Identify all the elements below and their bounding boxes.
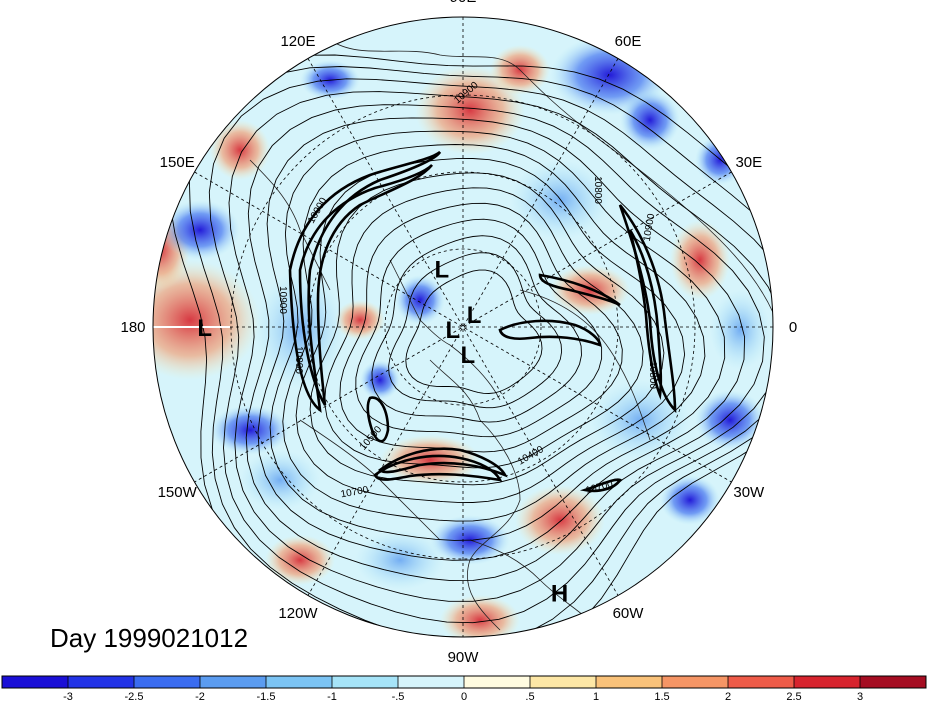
longitude-label: 180 [120, 319, 145, 336]
high-center-label: H [551, 580, 568, 607]
height-contour [188, 66, 773, 637]
height-contour [257, 117, 746, 561]
colorbar-tick-label: 1 [593, 691, 599, 702]
anomaly-blob [380, 435, 480, 485]
contour-label: 10900 [277, 286, 288, 314]
anomaly-blob [695, 390, 765, 450]
colorbar-swatch [134, 676, 201, 688]
longitude-label: 90W [448, 649, 480, 666]
anomaly-blob [335, 300, 385, 340]
anomaly-blob [255, 270, 345, 390]
height-contour [245, 104, 765, 582]
contour-label: 10800 [647, 361, 658, 389]
low-center-label: L [445, 317, 460, 344]
meridian-line [194, 171, 732, 483]
colorbar: -3 -2.5 -2 -1.5 -1 -.5 0 .5 1 1.5 2 2.5 3 [1, 675, 927, 702]
colorbar-tick-label: 2.5 [786, 691, 801, 702]
colorbar-tick-label: -1 [327, 691, 337, 702]
colorbar-swatch [68, 676, 135, 688]
height-contour [355, 218, 603, 438]
anomaly-blob [360, 360, 400, 400]
colorbar-tick-label: -.5 [392, 691, 405, 702]
colorbar-swatch [200, 676, 267, 688]
colorbar-swatch [398, 676, 465, 688]
contour-label: 10900 [642, 212, 658, 242]
height-contour [405, 269, 543, 394]
meridian-line [307, 58, 619, 596]
longitude-label: 60W [613, 605, 645, 622]
colorbar-swatch [332, 676, 399, 688]
anomaly-blob [440, 595, 520, 637]
colorbar-swatch [794, 676, 861, 688]
contour-label: 10700 [340, 485, 370, 501]
longitude-label: 150W [158, 484, 198, 501]
longitude-label: 60E [615, 33, 642, 50]
height-contour [228, 91, 773, 602]
low-center-label: L [197, 315, 212, 342]
height-contour [208, 78, 773, 624]
longitude-label: 30W [733, 484, 765, 501]
height-contour [309, 172, 665, 486]
low-center-label: L [460, 342, 475, 369]
colorbar-tick-label: 2 [725, 691, 731, 702]
height-contour [168, 54, 773, 637]
meridian-line [194, 171, 732, 483]
anomaly-blob [510, 160, 610, 240]
colorbar-tick-label: -3 [63, 691, 73, 702]
low-center-label: L [467, 302, 482, 329]
contour-label: 10900 [293, 346, 304, 374]
anomaly-blob [355, 530, 445, 590]
longitude-label: 0 [789, 319, 797, 336]
longitude-label: 90E [450, 0, 477, 6]
colorbar-swatch [464, 676, 531, 688]
colorbar-tick-label: .5 [525, 691, 534, 702]
anomaly-blob [415, 65, 525, 155]
colorbar-swatch [860, 676, 927, 688]
colorbar-swatch [596, 676, 663, 688]
height-contours [168, 54, 773, 637]
colorbar-swatch [530, 676, 597, 688]
contour-label: 10800 [592, 176, 603, 204]
anomaly-blob [240, 450, 320, 510]
colorbar-tick-label: 3 [857, 691, 863, 702]
height-contour [295, 158, 686, 503]
figure-title: Day 1999021012 [50, 623, 248, 653]
colorbar-swatch [266, 676, 333, 688]
height-contour [371, 235, 582, 423]
low-center-label: L [434, 257, 449, 284]
graticule [153, 17, 773, 637]
longitude-label: 30E [735, 154, 762, 171]
jet-isotachs [288, 150, 677, 493]
anomaly-blob [160, 200, 240, 260]
height-contour [388, 252, 563, 409]
anomaly-blob [210, 405, 290, 455]
longitude-label: 120W [278, 605, 318, 622]
anomaly-blob [620, 90, 680, 150]
anomaly-blob [515, 485, 605, 555]
map-boundary [152, 16, 774, 638]
anomaly-blob [660, 475, 720, 525]
anomaly-blob [710, 290, 770, 370]
anomaly-blob [265, 535, 335, 585]
height-contour [324, 187, 644, 469]
longitude-label: 120E [280, 33, 315, 50]
colorbar-tick-label: 1.5 [654, 691, 669, 702]
longitude-label: 150E [160, 154, 195, 171]
colorbar-swatch [662, 676, 729, 688]
longitude-labels: 90E 60E 30E 0 30W 60W 90W 120W 150W 180 150E 120E [120, 0, 797, 666]
anomaly-blob [550, 265, 630, 315]
colorbar-swatch [2, 676, 69, 688]
height-contour [339, 202, 623, 453]
colorbar-tick-label: 0 [461, 691, 467, 702]
colorbar-tick-label: -2 [195, 691, 205, 702]
colorbar-tick-label: -2.5 [125, 691, 144, 702]
colorbar-tick-label: -1.5 [257, 691, 276, 702]
meridian-line [307, 58, 619, 596]
colorbar-swatch [728, 676, 795, 688]
